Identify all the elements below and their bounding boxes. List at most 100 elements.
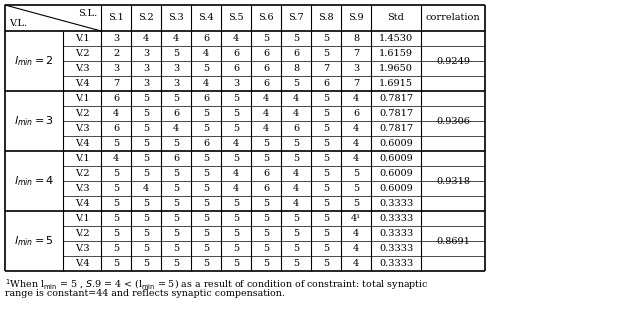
Text: 6: 6 [203, 139, 209, 148]
Text: S.1: S.1 [108, 13, 124, 22]
Text: 5: 5 [263, 139, 269, 148]
Text: 5: 5 [173, 214, 179, 223]
Text: 4: 4 [233, 184, 239, 193]
Text: 0.8691: 0.8691 [436, 236, 470, 246]
Text: 5: 5 [203, 124, 209, 133]
Text: 4: 4 [293, 109, 299, 118]
Text: 5: 5 [323, 214, 329, 223]
Text: 6: 6 [233, 49, 239, 58]
Text: 5: 5 [173, 199, 179, 208]
Text: 5: 5 [203, 214, 209, 223]
Text: 5: 5 [173, 229, 179, 238]
Text: 5: 5 [143, 199, 149, 208]
Text: 5: 5 [113, 139, 119, 148]
Text: 0.9318: 0.9318 [436, 177, 470, 186]
Text: V.4: V.4 [75, 259, 90, 268]
Text: 5: 5 [113, 169, 119, 178]
Text: 6: 6 [113, 94, 119, 103]
Text: range is constant=44 and reflects synaptic compensation.: range is constant=44 and reflects synapt… [5, 289, 285, 298]
Text: 5: 5 [203, 109, 209, 118]
Text: 5: 5 [323, 169, 329, 178]
Text: V.2: V.2 [75, 49, 90, 58]
Text: 5: 5 [173, 244, 179, 253]
Text: 5: 5 [293, 34, 299, 43]
Text: 5: 5 [173, 169, 179, 178]
Text: 6: 6 [263, 169, 269, 178]
Text: 4: 4 [233, 139, 239, 148]
Text: 3: 3 [113, 64, 119, 73]
Text: 5: 5 [203, 154, 209, 163]
Text: V.2: V.2 [75, 169, 90, 178]
Text: 5: 5 [353, 184, 359, 193]
Text: $^1$When l$_{\rm min}$ = 5 , $S$.9 = 4 < (l$_{\rm min}$ = 5) as a result of cond: $^1$When l$_{\rm min}$ = 5 , $S$.9 = 4 <… [5, 277, 429, 292]
Text: 4¹: 4¹ [351, 214, 361, 223]
Text: 5: 5 [323, 259, 329, 268]
Text: 0.6009: 0.6009 [379, 139, 413, 148]
Text: 5: 5 [263, 34, 269, 43]
Text: 7: 7 [113, 79, 119, 88]
Text: 4: 4 [353, 229, 359, 238]
Text: 5: 5 [293, 154, 299, 163]
Text: S.8: S.8 [318, 13, 334, 22]
Text: 8: 8 [293, 64, 299, 73]
Text: S.6: S.6 [258, 13, 274, 22]
Text: 6: 6 [173, 154, 179, 163]
Text: 0.6009: 0.6009 [379, 154, 413, 163]
Text: 4: 4 [173, 124, 179, 133]
Text: V.4: V.4 [75, 139, 90, 148]
Text: 5: 5 [203, 259, 209, 268]
Text: 5: 5 [323, 139, 329, 148]
Text: 6: 6 [293, 124, 299, 133]
Text: 5: 5 [233, 214, 239, 223]
Text: 6: 6 [233, 64, 239, 73]
Text: 4: 4 [203, 49, 209, 58]
Text: V.3: V.3 [75, 244, 90, 253]
Text: 0.7817: 0.7817 [379, 94, 413, 103]
Text: 8: 8 [353, 34, 359, 43]
Text: 5: 5 [263, 214, 269, 223]
Text: 5: 5 [113, 199, 119, 208]
Text: 4: 4 [293, 169, 299, 178]
Text: V.1: V.1 [75, 154, 90, 163]
Text: 4: 4 [263, 109, 269, 118]
Text: 0.3333: 0.3333 [379, 199, 413, 208]
Text: V.1: V.1 [75, 94, 90, 103]
Text: 5: 5 [233, 199, 239, 208]
Text: 5: 5 [143, 244, 149, 253]
Text: 4: 4 [143, 34, 149, 43]
Text: 5: 5 [293, 139, 299, 148]
Text: 5: 5 [233, 259, 239, 268]
Text: 4: 4 [293, 184, 299, 193]
Text: S.4: S.4 [198, 13, 214, 22]
Text: 5: 5 [113, 259, 119, 268]
Text: 5: 5 [143, 259, 149, 268]
Text: 0.7817: 0.7817 [379, 124, 413, 133]
Text: $l_{min}=3$: $l_{min}=3$ [14, 114, 54, 128]
Text: 5: 5 [293, 244, 299, 253]
Text: S.3: S.3 [168, 13, 184, 22]
Text: V.4: V.4 [75, 199, 90, 208]
Text: 5: 5 [323, 154, 329, 163]
Text: V.2: V.2 [75, 109, 90, 118]
Text: V.3: V.3 [75, 184, 90, 193]
Text: $l_{min}=5$: $l_{min}=5$ [14, 234, 54, 248]
Text: 5: 5 [143, 94, 149, 103]
Text: 0.9249: 0.9249 [436, 56, 470, 66]
Text: $l_{min}=4$: $l_{min}=4$ [14, 174, 54, 188]
Text: 5: 5 [143, 214, 149, 223]
Text: S.5: S.5 [228, 13, 244, 22]
Text: 5: 5 [203, 169, 209, 178]
Text: 3: 3 [233, 79, 239, 88]
Text: 5: 5 [293, 214, 299, 223]
Text: 5: 5 [293, 259, 299, 268]
Text: 1.6915: 1.6915 [379, 79, 413, 88]
Text: 6: 6 [263, 49, 269, 58]
Text: 6: 6 [293, 49, 299, 58]
Text: 4: 4 [113, 109, 119, 118]
Text: S.L.: S.L. [77, 8, 97, 17]
Text: V.L.: V.L. [9, 19, 27, 28]
Text: 4: 4 [263, 124, 269, 133]
Text: 5: 5 [323, 184, 329, 193]
Text: 5: 5 [233, 229, 239, 238]
Text: 1.9650: 1.9650 [379, 64, 413, 73]
